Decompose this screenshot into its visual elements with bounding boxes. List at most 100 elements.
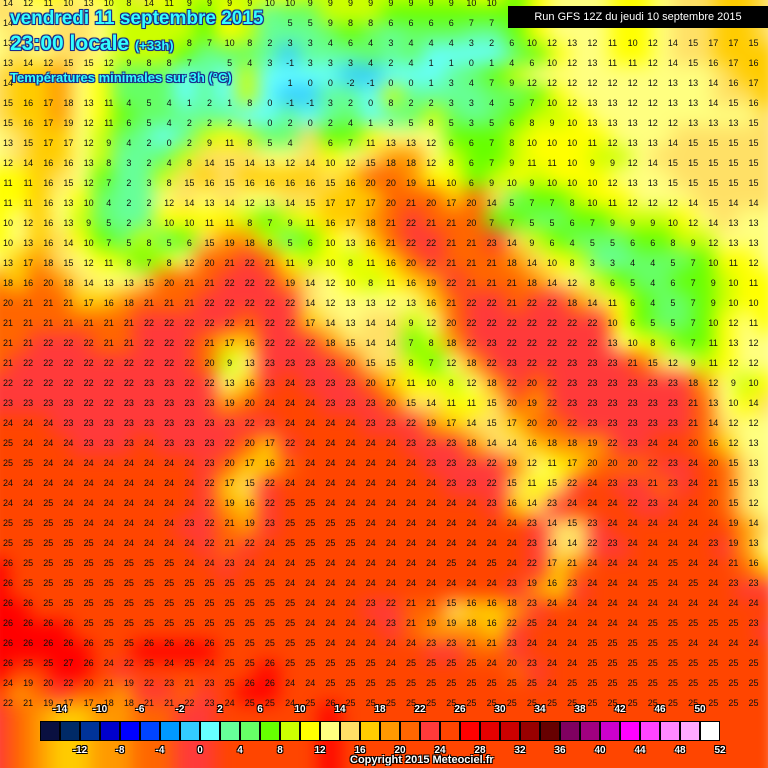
temperature-value: 24 xyxy=(325,598,336,608)
temperature-value: 22 xyxy=(285,338,296,348)
temperature-value: 25 xyxy=(264,618,275,628)
temperature-value: 21 xyxy=(285,458,296,468)
temperature-value: 25 xyxy=(647,618,658,628)
temperature-value: 14 xyxy=(63,238,74,248)
temperature-value: 2 xyxy=(146,158,152,168)
temperature-value: 16 xyxy=(244,498,255,508)
temperature-value: 10 xyxy=(325,238,336,248)
temperature-value: -1 xyxy=(286,58,295,68)
temperature-value: 14 xyxy=(244,158,255,168)
temperature-value: 8 xyxy=(166,178,172,188)
temperature-value: 7 xyxy=(489,78,495,88)
temperature-value: 2 xyxy=(146,138,152,148)
temperature-value: 23 xyxy=(667,378,678,388)
temperature-value: 21 xyxy=(43,298,54,308)
temperature-value: 20 xyxy=(526,378,537,388)
temperature-value: 10 xyxy=(345,278,356,288)
temperature-value: 12 xyxy=(83,258,94,268)
temperature-value: 16 xyxy=(285,178,296,188)
temperature-value: 4 xyxy=(408,38,414,48)
temperature-value: 14 xyxy=(728,198,739,208)
temperature-value: 5 xyxy=(589,238,595,248)
temperature-value: 7 xyxy=(690,298,696,308)
temperature-value: 13 xyxy=(83,0,94,8)
temperature-value: 25 xyxy=(305,498,316,508)
temperature-value: 4 xyxy=(287,138,293,148)
temperature-value: 21 xyxy=(728,558,739,568)
temperature-value: 22 xyxy=(123,358,134,368)
temperature-value: 12 xyxy=(83,138,94,148)
temperature-value: 6 xyxy=(348,38,354,48)
temperature-value: 22 xyxy=(184,698,195,708)
temperature-value: 22 xyxy=(547,378,558,388)
temperature-value: 12 xyxy=(587,38,598,48)
temperature-value: 12 xyxy=(647,98,658,108)
legend-swatch xyxy=(540,721,560,741)
temperature-value: 14 xyxy=(305,158,316,168)
temperature-value: 19 xyxy=(506,458,517,468)
temperature-value: 11 xyxy=(607,58,618,68)
temperature-value: 21 xyxy=(405,198,416,208)
temperature-value: 22 xyxy=(587,538,598,548)
temperature-value: 24 xyxy=(264,538,275,548)
temperature-value: 13 xyxy=(63,218,74,228)
temperature-value: 25 xyxy=(466,658,477,668)
temperature-value: 22 xyxy=(506,318,517,328)
temperature-value: 25 xyxy=(627,678,638,688)
temperature-value: 12 xyxy=(567,278,578,288)
legend-label: 42 xyxy=(614,704,626,715)
temperature-value: 4 xyxy=(408,58,414,68)
temperature-value: 8 xyxy=(247,138,253,148)
temperature-value: 24 xyxy=(365,458,376,468)
temperature-value: 24 xyxy=(184,558,195,568)
temperature-value: 9 xyxy=(428,0,434,8)
temperature-value: 25 xyxy=(123,638,134,648)
temperature-value: 25 xyxy=(144,658,155,668)
temperature-value: 21 xyxy=(2,338,13,348)
temperature-value: 2 xyxy=(206,118,212,128)
temperature-value: 1 xyxy=(489,58,495,68)
temperature-value: 14 xyxy=(204,158,215,168)
temperature-value: 24 xyxy=(184,458,195,468)
temperature-value: 14 xyxy=(486,438,497,448)
temperature-value: 2 xyxy=(146,198,152,208)
temperature-value: 17 xyxy=(244,458,255,468)
temperature-value: 10 xyxy=(728,278,739,288)
temperature-value: 9 xyxy=(690,238,696,248)
temperature-value: 12 xyxy=(184,258,195,268)
temperature-value: 21 xyxy=(647,478,658,488)
temperature-value: 22 xyxy=(285,298,296,308)
temperature-value: 18 xyxy=(63,278,74,288)
legend-label: 0 xyxy=(197,745,203,756)
temperature-value: 22 xyxy=(426,238,437,248)
temperature-value: 9 xyxy=(609,218,615,228)
temperature-value: 13 xyxy=(688,98,699,108)
temperature-value: 24 xyxy=(123,478,134,488)
temperature-value: 22 xyxy=(486,358,497,368)
temperature-value: 25 xyxy=(426,698,437,708)
temperature-value: 21 xyxy=(103,318,114,328)
temperature-value: 15 xyxy=(728,458,739,468)
temperature-value: 20 xyxy=(607,458,618,468)
temperature-value: 24 xyxy=(567,598,578,608)
temperature-value: 22 xyxy=(486,458,497,468)
temperature-value: 23 xyxy=(607,478,618,488)
temperature-value: 16 xyxy=(63,158,74,168)
temperature-value: 22 xyxy=(567,338,578,348)
temperature-value: 25 xyxy=(688,578,699,588)
temperature-value: 12 xyxy=(23,0,34,8)
temperature-value: 12 xyxy=(748,498,759,508)
temperature-value: 5 xyxy=(489,118,495,128)
temperature-value: 20 xyxy=(204,258,215,268)
temperature-value: 25 xyxy=(748,658,759,668)
temperature-value: 12 xyxy=(103,58,114,68)
temperature-value: 23 xyxy=(345,378,356,388)
temperature-value: 23 xyxy=(164,378,175,388)
temperature-value: 18 xyxy=(526,278,537,288)
temperature-value: 25 xyxy=(123,578,134,588)
temperature-value: 14 xyxy=(667,58,678,68)
temperature-value: 16 xyxy=(385,258,396,268)
temperature-value: 16 xyxy=(748,558,759,568)
temperature-value: 20 xyxy=(2,298,13,308)
temperature-value: 24 xyxy=(627,598,638,608)
